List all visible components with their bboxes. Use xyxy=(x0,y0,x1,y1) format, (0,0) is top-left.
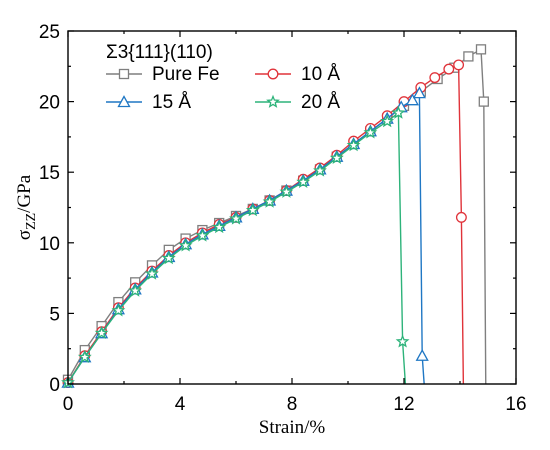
x-tick-label: 16 xyxy=(505,394,526,415)
y-axis-title-tail: /GPa xyxy=(14,174,35,213)
legend-marker xyxy=(267,68,279,80)
data-point xyxy=(111,303,126,317)
axis-ticks: 0 4 8 12 16 0 5 10 15 20 25 xyxy=(39,22,527,415)
x-tick-label: 4 xyxy=(175,394,186,415)
series-line xyxy=(67,91,425,385)
legend-label: 10 Å xyxy=(301,64,340,85)
series-line xyxy=(67,48,487,385)
data-point xyxy=(296,174,311,188)
data-point xyxy=(380,114,395,128)
series-line xyxy=(67,111,407,385)
y-axis-title-subscript: ZZ xyxy=(24,213,39,230)
x-tick-label: 12 xyxy=(393,394,414,415)
data-point xyxy=(178,238,193,252)
data-point xyxy=(443,63,455,75)
data-point xyxy=(195,228,210,242)
x-axis-title: Strain/% xyxy=(259,417,326,438)
y-tick-label: 10 xyxy=(39,234,60,255)
data-point xyxy=(478,96,489,107)
legend-entry: Pure Fe xyxy=(106,64,220,85)
plot-frame xyxy=(67,30,517,385)
data-point xyxy=(405,93,419,106)
data-point xyxy=(229,211,243,225)
y-tick-label: 15 xyxy=(39,163,60,184)
data-point xyxy=(262,194,277,208)
legend-marker xyxy=(118,68,130,80)
legend-title: Σ3{111}(110) xyxy=(106,42,213,63)
y-axis-title-main: σ xyxy=(14,230,35,240)
data-point xyxy=(329,150,344,164)
data-point xyxy=(279,184,294,198)
data-point xyxy=(391,105,406,119)
y-tick-label: 0 xyxy=(49,375,60,396)
data-point xyxy=(94,325,109,340)
series-star xyxy=(61,105,410,389)
data-point xyxy=(412,86,426,99)
legend-label: 15 Å xyxy=(152,92,191,113)
legend-entry: 15 Å xyxy=(106,92,191,113)
data-point xyxy=(363,125,378,139)
series-layer xyxy=(61,44,489,389)
data-point xyxy=(77,349,92,364)
legend-marker xyxy=(266,94,280,108)
legend-label: 20 Å xyxy=(301,92,340,113)
legend: Σ3{111}(110) Pure Fe 10 Å 15 Å 20 Å xyxy=(106,42,340,113)
data-point xyxy=(245,203,260,217)
data-point xyxy=(161,251,176,265)
data-point xyxy=(212,220,227,234)
data-point xyxy=(455,211,467,223)
data-point xyxy=(463,51,474,62)
data-point xyxy=(346,138,361,152)
y-tick-label: 25 xyxy=(39,22,60,43)
data-point xyxy=(395,334,410,348)
data-point xyxy=(145,266,159,280)
legend-marker xyxy=(117,95,131,108)
legend-entry: 10 Å xyxy=(255,64,340,85)
legend-label: Pure Fe xyxy=(152,64,220,85)
x-tick-label: 0 xyxy=(63,394,74,415)
data-point xyxy=(415,348,429,361)
y-tick-label: 5 xyxy=(49,304,60,325)
data-point xyxy=(429,72,441,84)
y-axis-title: σZZ/GPa xyxy=(14,174,39,240)
data-point xyxy=(128,283,143,297)
legend-entry: 20 Å xyxy=(255,92,340,113)
data-point xyxy=(313,163,327,177)
series-line xyxy=(67,63,465,385)
x-tick-label: 8 xyxy=(287,394,298,415)
y-tick-label: 20 xyxy=(39,93,60,114)
data-point xyxy=(453,59,465,71)
data-point xyxy=(475,44,487,55)
